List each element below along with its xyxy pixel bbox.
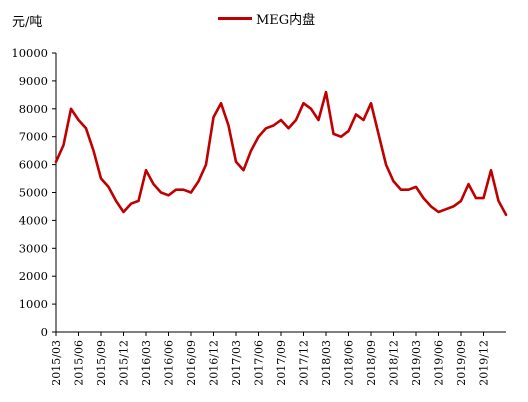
y-tick-label: 4000 <box>19 213 48 227</box>
y-tick-label: 8000 <box>19 102 48 116</box>
x-tick-label: 2018/09 <box>365 340 378 386</box>
x-tick-label: 2017/06 <box>253 340 266 386</box>
x-tick-label: 2015/06 <box>73 340 86 386</box>
y-tick-label: 0 <box>41 325 48 339</box>
legend-label: MEG内盘 <box>256 13 316 28</box>
x-tick-label: 2015/12 <box>118 340 131 386</box>
x-tick-label: 2019/09 <box>455 340 468 386</box>
x-tick-label: 2017/09 <box>275 340 288 386</box>
series-line-meg <box>54 90 508 217</box>
axes <box>55 53 506 333</box>
y-tick-label: 6000 <box>19 158 48 172</box>
x-tick-label: 2015/03 <box>50 340 63 386</box>
x-axis-ticks: 2015/03 2015/06 2015/09 2015/12 2016/03 2016/… <box>50 332 491 386</box>
legend: MEG内盘 <box>218 9 315 28</box>
y-tick-label: 5000 <box>19 186 48 200</box>
x-tick-label: 2016/12 <box>208 340 221 386</box>
x-tick-label: 2019/06 <box>433 340 446 386</box>
y-axis-unit-label: 元/吨 <box>12 15 43 30</box>
y-tick-label: 7000 <box>19 130 48 144</box>
x-tick-label: 2018/12 <box>388 340 401 386</box>
x-tick-label: 2016/03 <box>140 340 153 386</box>
x-tick-label: 2018/06 <box>343 340 356 386</box>
x-tick-label: 2016/06 <box>163 340 176 386</box>
y-tick-label: 2000 <box>19 269 48 283</box>
y-tick-label: 9000 <box>19 74 48 88</box>
y-axis-ticks: 0 1000 2000 3000 4000 5000 6000 7000 8000 9000 100… <box>11 46 56 339</box>
x-tick-label: 2019/03 <box>410 340 423 386</box>
x-tick-label: 2017/03 <box>230 340 243 386</box>
x-tick-label: 2016/09 <box>185 340 198 386</box>
y-tick-label: 10000 <box>11 46 48 60</box>
x-tick-label: 2019/12 <box>478 340 491 386</box>
legend-swatch <box>218 17 252 20</box>
x-tick-label: 2017/12 <box>298 340 311 386</box>
y-tick-label: 1000 <box>19 297 48 311</box>
y-tick-label: 3000 <box>19 241 48 255</box>
x-tick-label: 2015/09 <box>95 340 108 386</box>
x-tick-label: 2018/03 <box>320 340 333 386</box>
